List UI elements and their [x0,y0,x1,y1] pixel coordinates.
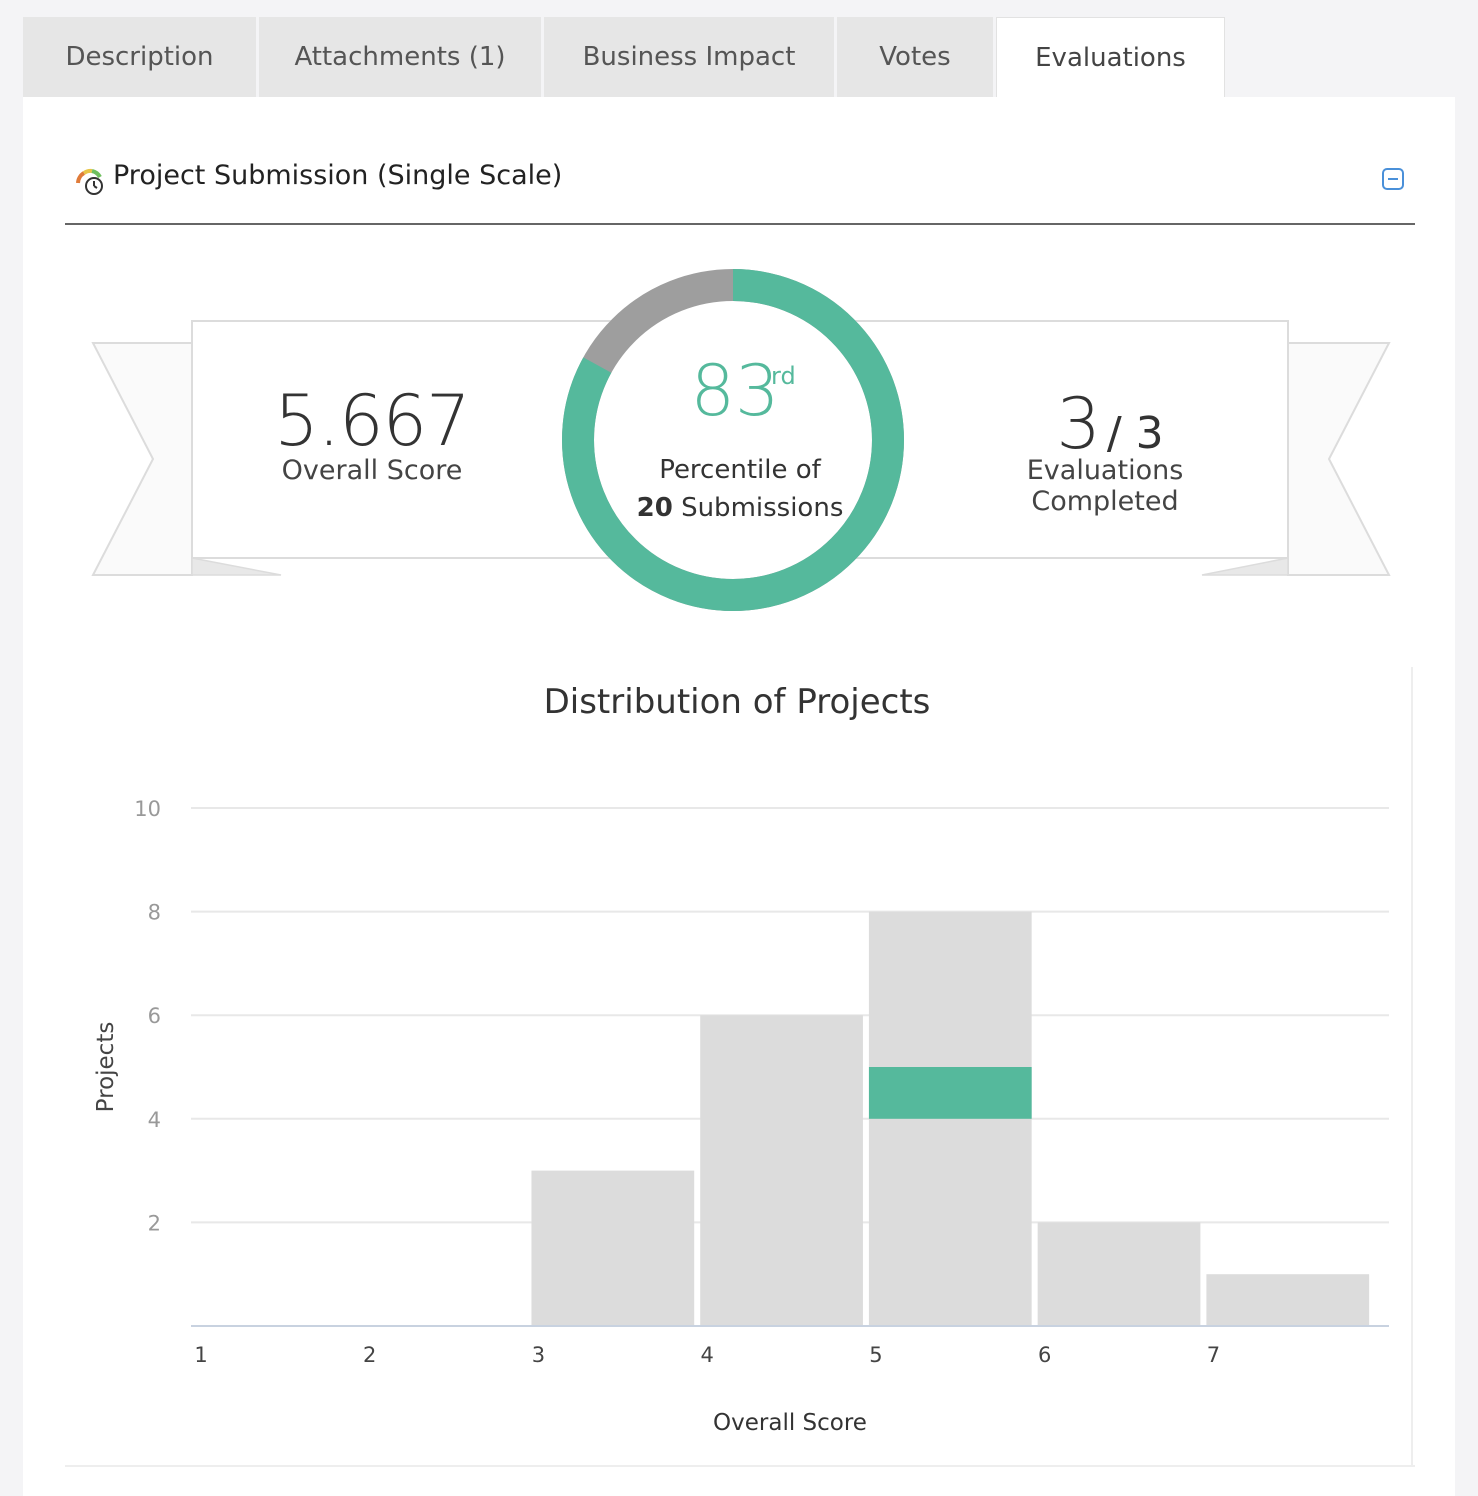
submissions-text: 20 Submissions [620,493,860,523]
current-project-marker [868,1067,1032,1119]
gauge-icon [76,168,103,195]
tab-attachments[interactable]: Attachments (1) [259,17,541,97]
evaluations-label: Evaluations Completed [1026,455,1184,517]
x-tick-label: 5 [869,1343,882,1367]
evaluations-total: / 3 [1106,408,1164,459]
chart-x-label: Overall Score [713,1410,867,1436]
x-tick-label: 4 [701,1343,714,1367]
x-tick-label: 1 [194,1343,207,1367]
percentile-label: Percentile of [659,455,821,485]
tab-votes[interactable]: Votes [837,17,993,97]
chart-bottom-divider [65,1465,1415,1467]
x-tick-label: 6 [1038,1343,1051,1367]
submissions-count: 20 [636,493,673,523]
y-tick-label: 8 [148,901,161,925]
histogram-bar [531,1170,695,1326]
percentile-ring [562,269,904,611]
distribution-chart: Distribution of Projects Projects Overal… [93,682,1389,1436]
histogram-bar [868,911,1032,1326]
section-title: Project Submission (Single Scale) [113,160,563,191]
evaluations-done: 3 [1056,383,1101,465]
histogram-bar [1037,1222,1201,1326]
submissions-label: Submissions [681,493,844,523]
chart-frame-edge [1411,667,1413,1465]
x-tick-label: 2 [363,1343,376,1367]
tab-description[interactable]: Description [23,17,256,97]
x-tick-label: 3 [532,1343,545,1367]
collapse-icon[interactable] [1381,167,1405,191]
histogram-bar [1206,1274,1370,1326]
y-tick-label: 2 [148,1211,161,1235]
section-divider [65,223,1415,225]
ring-fill [562,269,904,611]
overall-score-value: 5.667 [274,380,470,462]
percentile-suffix: rd [771,362,796,390]
overall-score-label: Overall Score [281,455,463,486]
histogram-bar [700,1015,863,1326]
evaluations-count: 3/ 3 [1000,383,1220,465]
chart-y-label: Projects [93,1022,119,1113]
percentile-value: 83 [690,350,780,432]
tab-evaluations[interactable]: Evaluations [996,17,1225,97]
tab-bar: Description Attachments (1) Business Imp… [23,17,1455,97]
x-tick-label: 7 [1207,1343,1220,1367]
tab-business-impact[interactable]: Business Impact [544,17,834,97]
y-tick-label: 6 [148,1004,161,1028]
y-tick-label: 10 [134,797,161,821]
chart-title: Distribution of Projects [544,682,931,722]
y-tick-label: 4 [148,1108,161,1132]
